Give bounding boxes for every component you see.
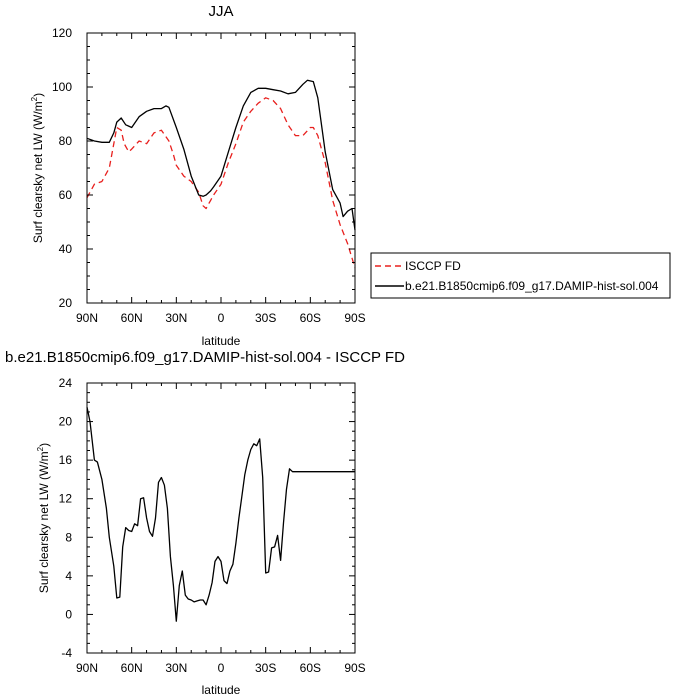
bottom-xtick-label: 60N xyxy=(121,661,143,675)
top-xtick-label: 30S xyxy=(255,311,276,325)
top-plot-frame xyxy=(86,32,356,304)
legend-label-isccp: ISCCP FD xyxy=(405,259,461,273)
top-ytick-label: 20 xyxy=(59,296,73,310)
bottom-xtick-label: 90S xyxy=(344,661,365,675)
bottom-ytick-label: 24 xyxy=(59,376,73,390)
top-ytick-label: 40 xyxy=(59,242,73,256)
bottom-ytick-label: 20 xyxy=(59,415,73,429)
top-ytick-label: 60 xyxy=(59,188,73,202)
top-chart-axes: 90N 60N 30N 0 30S 60S 90S 20 40 60 80 100 120 xyxy=(52,26,366,325)
top-ytick-label: 100 xyxy=(52,80,72,94)
top-ytick-label: 80 xyxy=(59,134,73,148)
top-xtick-label: 30N xyxy=(165,311,187,325)
top-xtick-label: 90S xyxy=(344,311,365,325)
top-series-line-0 xyxy=(86,97,356,269)
bottom-plot-frame xyxy=(86,382,356,654)
top-series-line-1 xyxy=(86,79,356,231)
bottom-series-line-0 xyxy=(86,406,355,622)
top-xtick-label: 90N xyxy=(76,311,98,325)
top-chart-marks xyxy=(86,79,356,269)
bottom-ytick-label: -4 xyxy=(61,646,72,660)
bottom-chart-ylabel: Surf clearsky net LW (W/m2) xyxy=(36,443,51,593)
legend-box xyxy=(370,252,671,299)
bottom-xtick-label: 30N xyxy=(165,661,187,675)
top-chart: JJA Surf clearsky net LW (W/m2) latitude… xyxy=(30,3,671,348)
top-xtick-label: 60N xyxy=(121,311,143,325)
bottom-ytick-label: 12 xyxy=(59,492,73,506)
bottom-ytick-label: 8 xyxy=(65,530,72,544)
top-chart-legend: ISCCP FD b.e21.B1850cmip6.f09_g17.DAMIP-… xyxy=(370,252,671,299)
legend-label-model: b.e21.B1850cmip6.f09_g17.DAMIP-hist-sol.… xyxy=(405,279,659,293)
top-xtick-label: 60S xyxy=(300,311,321,325)
bottom-xtick-label: 30S xyxy=(255,661,276,675)
bottom-chart-marks xyxy=(86,406,355,622)
top-chart-ylabel: Surf clearsky net LW (W/m2) xyxy=(30,93,45,243)
bottom-chart-xlabel: latitude xyxy=(202,683,241,697)
top-chart-title: JJA xyxy=(208,3,233,20)
bottom-ytick-label: 16 xyxy=(59,453,73,467)
bottom-ytick-label: 4 xyxy=(65,569,72,583)
bottom-chart: b.e21.B1850cmip6.f09_g17.DAMIP-hist-sol.… xyxy=(5,349,405,697)
top-ytick-label: 120 xyxy=(52,26,72,40)
bottom-chart-title: b.e21.B1850cmip6.f09_g17.DAMIP-hist-sol.… xyxy=(5,349,405,366)
bottom-xtick-label: 0 xyxy=(218,661,225,675)
top-xtick-label: 0 xyxy=(218,311,225,325)
bottom-xtick-label: 60S xyxy=(300,661,321,675)
top-chart-xlabel: latitude xyxy=(202,334,241,348)
bottom-chart-axes: 90N 60N 30N 0 30S 60S 90S -4 0 4 8 12 16 20 24 xyxy=(59,376,366,675)
bottom-xtick-label: 90N xyxy=(76,661,98,675)
bottom-ytick-label: 0 xyxy=(65,607,72,621)
